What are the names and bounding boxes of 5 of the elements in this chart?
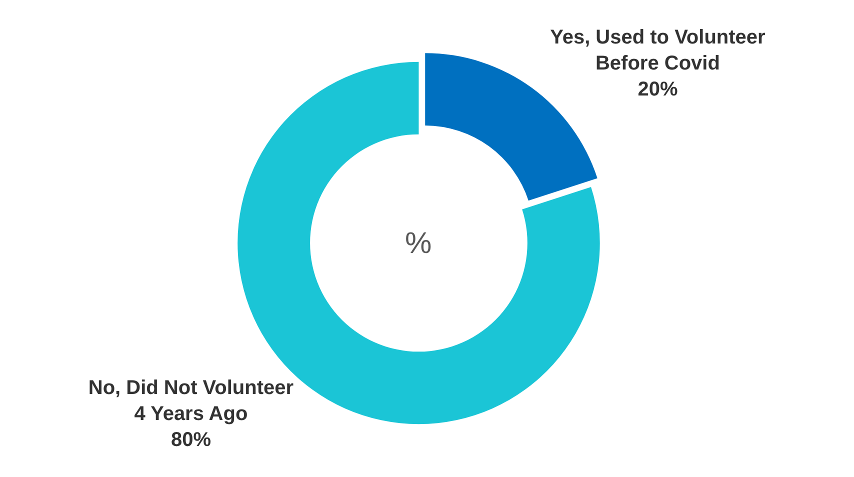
slice-label: Yes, Used to Volunteer Before Covid	[550, 26, 766, 74]
data-label: 80%	[170, 428, 212, 451]
text: %	[405, 227, 432, 260]
slice-label: No, Did Not Volunteer 4 Years Ago	[88, 376, 294, 425]
data-label: 20%	[638, 78, 678, 100]
